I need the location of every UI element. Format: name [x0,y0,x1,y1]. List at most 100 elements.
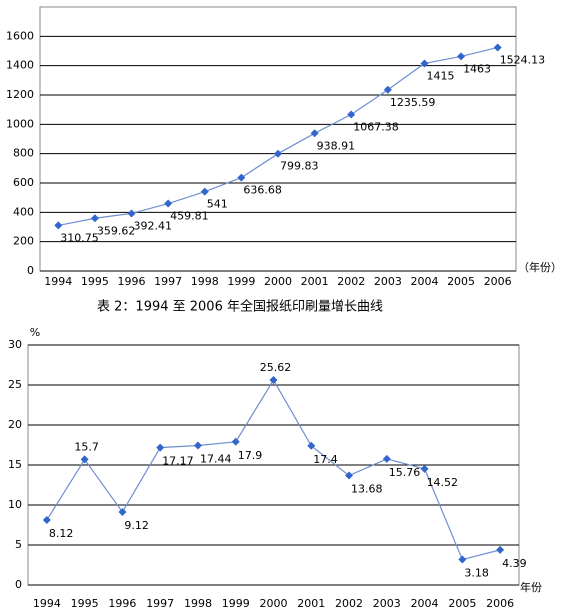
x-tick-label: 2004 [410,275,438,288]
data-label: 1463 [463,62,491,75]
data-label: 3.18 [464,567,489,580]
x-tick-label: 2001 [301,275,329,288]
x-tick-label: 2003 [373,597,401,610]
point-marker [382,454,391,463]
x-tick-label: 2000 [260,597,288,610]
x-tick-label: 2001 [297,597,325,610]
x-tick-label: 2006 [486,597,514,610]
point-marker [347,110,356,119]
point-marker [118,508,127,517]
point-marker [156,443,165,452]
data-label: 15.76 [389,466,421,479]
data-label: 17.17 [162,455,194,468]
point-marker [193,441,202,450]
y-tick-label: 200 [13,235,34,248]
x-tick-label: 2006 [484,275,512,288]
x-tick-label: 2005 [448,597,476,610]
data-label: 17.44 [200,452,232,465]
y-tick-label: 0 [15,578,22,591]
y-tick-label: 0 [27,264,34,277]
x-tick-label: 1997 [146,597,174,610]
y-axis-label: % [30,326,40,339]
data-label: 636.68 [243,184,282,197]
point-marker [127,209,136,218]
y-tick-label: 800 [13,147,34,160]
chart-title: 表 2：1994 至 2006 年全国报纸印刷量增长曲线 [97,299,383,315]
x-tick-label: 1998 [191,275,219,288]
data-label: 541 [207,198,228,211]
data-label: 392.41 [134,219,173,232]
x-tick-label: 2003 [374,275,402,288]
point-marker [274,149,282,158]
point-marker [345,471,354,480]
y-tick-label: 1600 [6,29,34,42]
data-label: 8.12 [49,527,73,540]
point-marker [310,129,319,138]
x-axis-label: 年份 [520,580,542,594]
point-marker [80,455,89,464]
point-marker [496,545,505,554]
x-tick-label: 2005 [447,275,475,288]
data-label: 17.4 [313,453,338,466]
x-tick-label: 2000 [264,275,292,288]
data-label: 25.62 [260,361,292,374]
x-tick-label: 1994 [33,597,61,610]
y-tick-label: 400 [13,205,34,218]
x-tick-label: 1999 [222,597,250,610]
data-label: 938.91 [317,139,356,152]
x-tick-label: 2002 [335,597,363,610]
point-marker [307,441,316,450]
point-marker [420,464,429,473]
data-label: 359.62 [97,224,136,237]
y-tick-label: 25 [8,378,22,391]
x-tick-label: 1999 [227,275,255,288]
x-tick-label: 1998 [184,597,212,610]
x-tick-label: 1996 [118,275,146,288]
x-tick-label: 1997 [154,275,182,288]
data-label: 4.39 [502,557,526,570]
data-label: 799.83 [280,160,319,173]
y-tick-label: 1200 [6,88,34,101]
y-tick-label: 1400 [6,59,34,72]
x-tick-label: 1996 [108,597,136,610]
point-marker [458,555,467,564]
y-tick-label: 20 [8,418,22,431]
point-marker [237,173,246,182]
point-marker [420,59,429,68]
point-marker [54,221,63,230]
point-marker [269,376,278,385]
data-label: 459.81 [170,210,209,223]
y-tick-label: 10 [8,498,22,511]
data-label: 1415 [426,69,454,82]
data-label: 310.75 [60,231,99,244]
data-label: 1524.13 [500,53,546,66]
y-tick-label: 15 [8,458,22,471]
point-marker [493,43,502,52]
x-tick-label: 1995 [81,275,109,288]
point-marker [164,199,173,208]
data-label: 1067.38 [353,120,399,133]
point-marker [200,187,209,196]
data-label: 17.9 [238,449,263,462]
data-label: 9.12 [124,519,149,532]
point-marker [42,516,51,525]
series-line [46,378,501,561]
data-label: 1235.59 [390,96,436,109]
y-tick-label: 1000 [6,117,34,130]
point-marker [457,52,466,61]
y-tick-label: 30 [8,338,22,351]
data-label: 13.68 [351,483,383,496]
data-label: 15.7 [74,440,99,453]
x-tick-label: 2002 [337,275,365,288]
x-tick-label: 2004 [411,597,439,610]
point-marker [383,85,392,94]
data-label: 14.52 [427,476,459,489]
x-tick-label: 1995 [71,597,99,610]
x-axis-label: （年份） [518,260,562,274]
point-marker [231,437,240,446]
point-marker [90,214,99,223]
y-tick-label: 600 [13,176,34,189]
y-tick-label: 5 [15,538,22,551]
